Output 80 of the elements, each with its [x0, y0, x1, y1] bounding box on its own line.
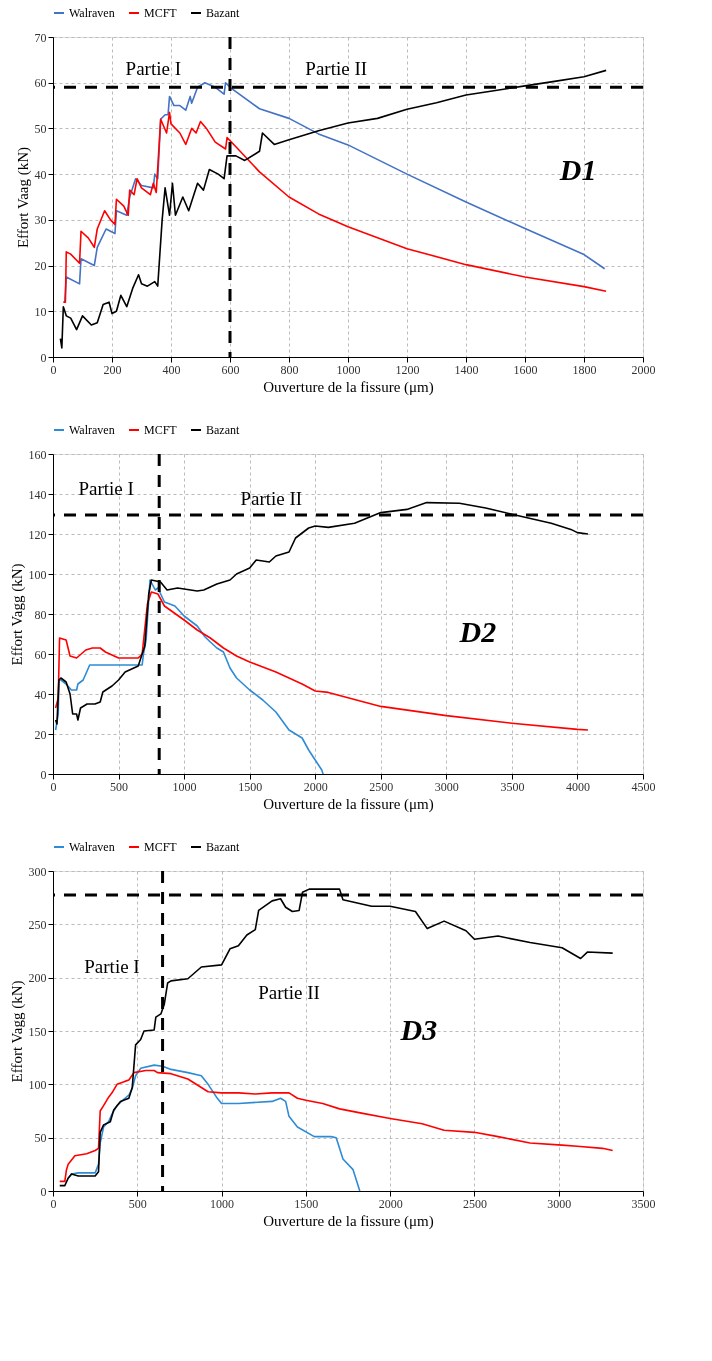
x-tick-label: 1500	[238, 779, 263, 794]
y-tick-label: 40	[34, 687, 47, 702]
x-tick-label: 500	[110, 779, 129, 794]
x-tick-label: 800	[280, 362, 299, 377]
x-tick-label: 4500	[631, 779, 656, 794]
x-tick-label: 1000	[172, 779, 197, 794]
legend-label: Bazant	[206, 6, 240, 20]
legend-label: Bazant	[206, 840, 240, 854]
y-tick-label: 20	[34, 259, 47, 274]
x-tick-label: 1200	[395, 362, 420, 377]
y-tick-label: 80	[34, 607, 47, 622]
y-tick-label: 140	[28, 487, 47, 502]
y-tick-label: 60	[34, 76, 47, 91]
x-tick-label: 2000	[378, 1196, 403, 1211]
x-axis-title: Ouverture de la fissure (μm)	[263, 1212, 434, 1230]
annotation: Partie I	[78, 478, 134, 500]
y-tick-label: 20	[34, 727, 47, 742]
x-tick-label: 400	[162, 362, 181, 377]
y-tick-label: 100	[28, 1077, 47, 1092]
annotation: Partie I	[84, 956, 140, 977]
y-axis-title: Effort Vagg (kN)	[8, 563, 26, 666]
x-tick-label: 1400	[454, 362, 479, 377]
line-series	[54, 579, 324, 775]
y-tick-label: 0	[40, 1184, 47, 1199]
x-tick-label: 4000	[565, 779, 590, 794]
y-tick-label: 300	[28, 864, 47, 879]
y-tick-label: 40	[34, 167, 47, 182]
y-tick-label: 0	[40, 350, 47, 365]
x-tick-label: 200	[103, 362, 122, 377]
y-tick-label: 250	[28, 917, 47, 932]
x-tick-label: 1800	[572, 362, 597, 377]
x-tick-label: 600	[221, 362, 240, 377]
x-tick-label: 3500	[631, 1196, 656, 1211]
x-tick-label: 0	[50, 779, 57, 794]
x-tick-label: 1600	[513, 362, 538, 377]
line-series	[58, 1069, 614, 1183]
y-tick-label: 50	[34, 121, 47, 136]
annotation: Partie II	[258, 981, 320, 1003]
y-tick-label: 150	[28, 1024, 47, 1039]
legend-label: Walraven	[69, 423, 115, 437]
x-axis-title: Ouverture de la fissure (μm)	[263, 378, 434, 396]
x-tick-label: 2000	[303, 779, 328, 794]
line-series	[54, 591, 589, 731]
x-tick-label: 1000	[210, 1196, 235, 1211]
y-tick-label: 0	[40, 767, 47, 782]
legend-label: MCFT	[144, 423, 178, 437]
y-axis-title: Effort Vaag (kN)	[14, 146, 32, 249]
legend-label: MCFT	[144, 840, 178, 854]
y-tick-label: 50	[34, 1131, 47, 1146]
y-axis-title: Effort Vagg (kN)	[8, 980, 26, 1083]
y-tick-label: 70	[34, 30, 47, 45]
x-axis-title: Ouverture de la fissure (μm)	[263, 795, 434, 813]
x-tick-label: 3500	[500, 779, 525, 794]
y-tick-label: 200	[28, 971, 47, 986]
x-tick-label: 2000	[631, 362, 656, 377]
y-tick-label: 100	[28, 567, 47, 582]
x-tick-label: 2500	[462, 1196, 487, 1211]
x-tick-label: 500	[128, 1196, 147, 1211]
annotation: D3	[399, 1013, 438, 1046]
annotation: Partie II	[305, 58, 368, 79]
x-tick-label: 0	[50, 362, 57, 377]
x-tick-label: 3000	[547, 1196, 572, 1211]
legend-label: Bazant	[206, 423, 240, 437]
annotation: Partie I	[125, 58, 181, 79]
x-tick-label: 2500	[369, 779, 394, 794]
x-tick-label: 1500	[294, 1196, 319, 1211]
y-tick-label: 30	[34, 213, 47, 228]
annotation: D2	[458, 615, 497, 649]
x-tick-label: 3000	[434, 779, 459, 794]
x-tick-label: 0	[50, 1196, 57, 1211]
annotation: Partie II	[240, 487, 303, 509]
y-tick-label: 10	[34, 304, 47, 319]
legend-label: MCFT	[144, 6, 178, 20]
legend-label: Walraven	[69, 840, 115, 854]
y-tick-label: 120	[28, 527, 47, 542]
annotation: D1	[558, 153, 597, 187]
x-tick-label: 1000	[336, 362, 361, 377]
y-tick-label: 60	[34, 647, 47, 662]
y-tick-label: 160	[28, 447, 47, 462]
legend-label: Walraven	[69, 6, 115, 20]
